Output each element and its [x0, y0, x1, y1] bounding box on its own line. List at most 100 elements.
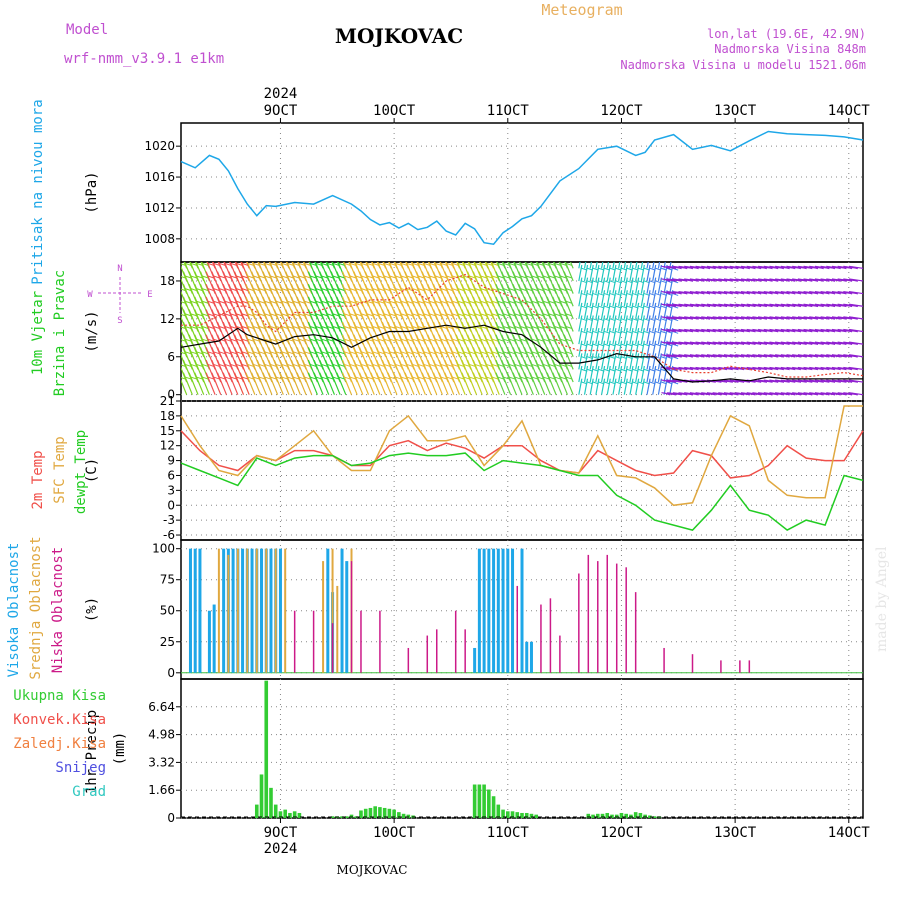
wind-barb-flag — [686, 278, 694, 282]
wind-barb-flag — [531, 326, 539, 330]
wind-barb-flag — [537, 288, 544, 292]
wind-barb-flag — [737, 278, 745, 282]
wind-barb-flag — [207, 300, 215, 304]
wind-barb-flag — [383, 351, 391, 355]
wind-barb-flag — [400, 262, 408, 266]
model-elevation-label: Nadmorska Visina u modelu 1521.06m — [620, 58, 866, 72]
wind-barb-flag — [726, 329, 733, 333]
wind-barb-flag — [350, 251, 356, 253]
wind-barb-flag — [715, 304, 722, 308]
wind-barb-flag — [480, 338, 487, 342]
wind-barb-flag — [817, 278, 824, 282]
wind-barb-flag — [241, 363, 249, 367]
wind-barb-flag — [429, 313, 436, 317]
wind-barb-flag — [270, 251, 276, 253]
wind-barb-flag — [681, 316, 688, 320]
wind-barb-flag — [486, 275, 493, 279]
wind-barb-flag — [749, 354, 756, 358]
wind-barb-flag — [321, 338, 328, 342]
wind-barb-flag — [247, 351, 254, 355]
cloud-bar — [255, 548, 258, 673]
wind-barb — [415, 372, 426, 395]
wind-barb — [501, 372, 512, 395]
cloud-bar — [188, 548, 192, 673]
wind-barb-flag — [681, 354, 688, 358]
y-tick-label: 1012 — [144, 201, 175, 215]
wind-barb — [194, 372, 205, 395]
wind-barb-flag — [424, 251, 430, 253]
wind-barb-flag — [789, 316, 796, 320]
wind-barb-flag — [531, 363, 539, 367]
wind-barb-flag — [423, 376, 431, 380]
wind-barb-flag — [840, 342, 847, 346]
wind-barb — [478, 372, 489, 395]
wind-barb-flag — [224, 351, 232, 355]
wind-barb-flag — [845, 278, 853, 282]
wind-barb — [606, 290, 611, 307]
precip-bar — [406, 814, 411, 818]
wind-barb-flag — [219, 275, 226, 279]
wind-barb-flag — [287, 262, 294, 266]
wind-barb-flag — [185, 351, 192, 355]
wind-barb-flag — [715, 329, 722, 333]
wind-barb-flag — [440, 300, 448, 304]
precip-bar — [591, 814, 595, 818]
wind-barb-flag — [315, 363, 323, 367]
wind-barb-flag — [355, 313, 362, 317]
wind-barb-flag — [560, 338, 567, 342]
wind-barb-flag — [749, 278, 756, 282]
y-unit-label: (C) — [84, 458, 100, 483]
cloud-bar — [231, 548, 235, 673]
wind-barb-flag — [806, 379, 813, 383]
wind-barb-flag — [174, 301, 180, 303]
pressure-title: Pritisak na nivou mora — [30, 99, 46, 284]
wind-barb — [583, 365, 589, 383]
wind-barb — [640, 353, 645, 370]
wind-barb-flag — [349, 363, 357, 367]
wind-barb — [606, 365, 611, 383]
wind-barb-flag — [321, 351, 328, 355]
wind-barb-flag — [310, 300, 317, 304]
wind-barb-flag — [429, 275, 436, 279]
y-tick-label: 0 — [167, 666, 175, 680]
wind-barb-flag — [811, 354, 819, 358]
wind-barb-flag — [185, 338, 192, 342]
wind-barb-flag — [207, 275, 215, 279]
wind-barb-flag — [726, 342, 733, 346]
wind-barb-flag — [230, 300, 237, 304]
wind-barb-flag — [315, 313, 323, 317]
wind-barb — [182, 372, 193, 395]
wind-barb-flag — [400, 351, 408, 355]
wind-barb-flag — [520, 363, 527, 367]
wind-barb-flag — [241, 313, 249, 317]
precip-bar — [614, 814, 619, 818]
wind-barb-flag — [230, 363, 237, 367]
wind-barb — [589, 315, 594, 332]
wind-barb-flag — [749, 291, 756, 295]
wind-barb-flag — [253, 338, 260, 342]
wind-barb-flag — [332, 300, 340, 304]
wind-barb-flag — [703, 354, 711, 358]
wind-barb-flag — [236, 288, 243, 292]
wind-barb-flag — [823, 304, 830, 308]
precip-bar — [529, 813, 534, 818]
wind-barb-flag — [548, 376, 556, 380]
wind-barb-flag — [321, 262, 328, 266]
wind-barb-flag — [406, 326, 413, 330]
wind-barb-flag — [321, 275, 328, 279]
wind-barb-flag — [207, 338, 215, 342]
wind-barb-flag — [389, 326, 396, 330]
wind-barb — [848, 265, 863, 269]
wind-barb-flag — [366, 313, 374, 317]
wind-barb-flag — [817, 266, 824, 270]
wind-barb-flag — [851, 304, 858, 308]
precip-bar — [392, 809, 396, 818]
wind-barb-flag — [423, 275, 431, 279]
wind-barb-flag — [310, 326, 317, 330]
wind-barb-flag — [418, 288, 425, 292]
wind-barb-flag — [452, 300, 459, 304]
wind-barb — [564, 262, 574, 282]
wind-barb — [398, 372, 409, 395]
wind-barb-flag — [469, 313, 476, 317]
